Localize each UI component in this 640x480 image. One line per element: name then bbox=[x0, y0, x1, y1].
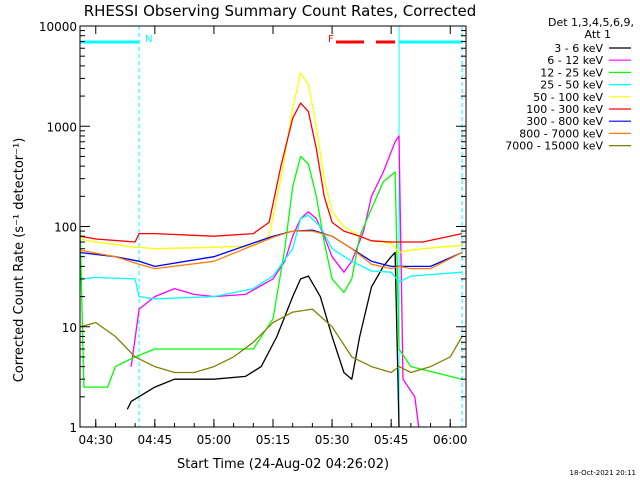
x-tick-label-5: 05:45 bbox=[374, 433, 409, 447]
x-tick-label-2: 05:00 bbox=[197, 433, 232, 447]
timestamp: 18-Oct-2021 20:11 bbox=[570, 469, 636, 477]
y-tick-label-1: 10 bbox=[62, 321, 77, 335]
legend-label-5: 100 - 300 keV bbox=[526, 103, 603, 116]
x-tick-label-1: 04:45 bbox=[138, 433, 173, 447]
y-axis-label-group: Corrected Count Rate (s⁻¹ detector⁻¹) bbox=[12, 138, 27, 383]
series-line-3 bbox=[79, 214, 463, 300]
y-tick-label-2: 100 bbox=[54, 221, 77, 235]
y-tick-label-3: 1000 bbox=[46, 120, 77, 134]
legend-label-0: 3 - 6 keV bbox=[554, 42, 603, 55]
y-axis-ticks: 1 10 100 1000 10000 bbox=[39, 20, 466, 435]
x-tick-label-3: 05:15 bbox=[256, 433, 291, 447]
series-line-2 bbox=[79, 155, 463, 388]
x-axis-label: Start Time (24-Aug-02 04:26:02) bbox=[177, 457, 389, 472]
x-tick-label-0: 04:30 bbox=[78, 433, 113, 447]
series-line-7 bbox=[79, 230, 463, 270]
series-line-0 bbox=[126, 251, 400, 428]
x-tick-label-6: 06:00 bbox=[433, 433, 468, 447]
legend-header-line1: Det 1,3,4,5,6,9, bbox=[548, 16, 634, 29]
flag-label-1: F bbox=[328, 34, 334, 45]
series-line-5 bbox=[79, 102, 463, 243]
legend-label-1: 6 - 12 keV bbox=[547, 54, 603, 67]
legend-label-8: 7000 - 15000 keV bbox=[505, 140, 603, 153]
series-lines bbox=[79, 72, 463, 428]
legend-label-7: 800 - 7000 keV bbox=[519, 127, 603, 140]
x-axis-ticks: 04:30 04:45 05:00 05:15 05:30 05:45 06:00 bbox=[78, 26, 468, 447]
y-axis-label: Corrected Count Rate (s⁻¹ detector⁻¹) bbox=[12, 138, 27, 383]
x-tick-label-4: 05:30 bbox=[315, 433, 350, 447]
y-tick-label-0: 1 bbox=[69, 421, 77, 435]
series-line-8 bbox=[79, 308, 463, 374]
legend-label-6: 300 - 800 keV bbox=[526, 115, 603, 128]
y-tick-label-4: 10000 bbox=[39, 20, 77, 34]
legend-label-4: 50 - 100 keV bbox=[533, 91, 603, 104]
series-line-4 bbox=[79, 72, 463, 254]
legend-label-3: 25 - 50 keV bbox=[540, 79, 603, 92]
series-line-1 bbox=[130, 135, 420, 428]
chart-title: RHESSI Observing Summary Count Rates, Co… bbox=[84, 2, 477, 20]
legend-header-line2: Att 1 bbox=[585, 28, 611, 41]
legend-label-2: 12 - 25 keV bbox=[540, 66, 603, 79]
flag-label-0: N bbox=[145, 34, 152, 45]
